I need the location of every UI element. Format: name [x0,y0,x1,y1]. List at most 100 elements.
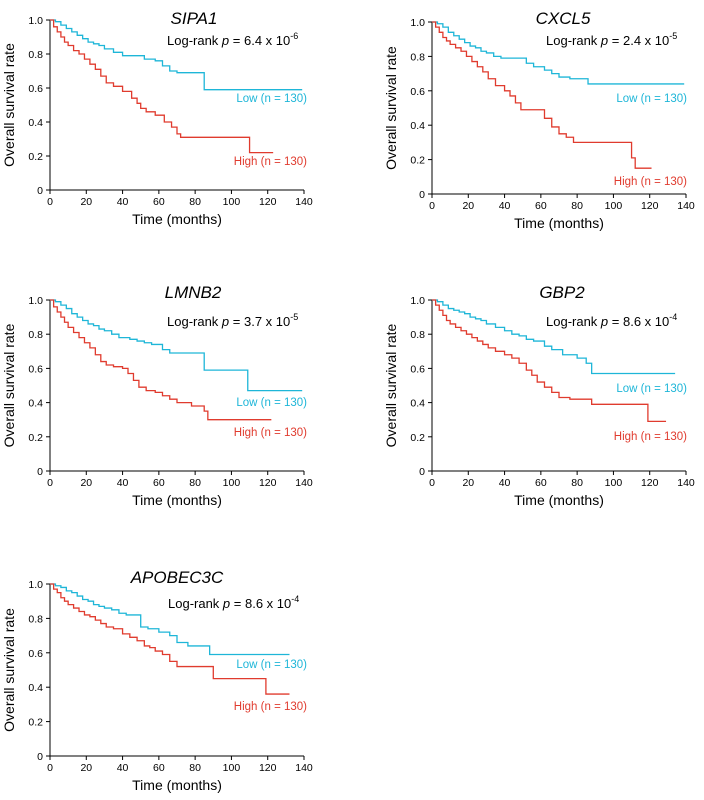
logrank-exponent: -5 [669,31,677,41]
x-axis-label: Time (months) [514,492,604,508]
x-tick-label: 80 [189,196,201,208]
x-tick-label: 120 [259,762,277,774]
x-tick-label: 40 [117,477,129,489]
x-tick-label: 0 [429,200,435,212]
x-tick-label: 140 [677,477,695,489]
legend-low: Low (n = 130) [236,93,307,105]
x-tick-label: 120 [641,477,659,489]
y-tick-label: 1.0 [410,17,425,29]
y-axis-label: Overall survival rate [1,323,17,447]
x-tick-label: 40 [499,477,511,489]
x-tick-label: 40 [499,200,511,212]
legend-low: Low (n = 130) [616,383,687,395]
legend-high: High (n = 130) [234,701,307,713]
x-tick-label: 140 [295,762,313,774]
high-expression-curve [50,19,274,154]
x-tick-label: 0 [47,477,53,489]
y-tick-label: 0.8 [28,49,43,61]
logrank-value: = 2.4 x 10 [608,33,669,48]
x-tick-label: 120 [259,196,277,208]
x-tick-label: 60 [535,477,547,489]
x-tick-label: 60 [153,762,165,774]
x-axis-label: Time (months) [132,492,222,508]
logrank-value: = 6.4 x 10 [229,33,290,48]
logrank-prefix: Log-rank [546,314,601,329]
x-tick-label: 0 [47,196,53,208]
x-tick-label: 40 [117,762,129,774]
logrank-exponent: -6 [290,31,298,41]
y-tick-label: 0.4 [28,117,43,129]
logrank-annotation: Log-rank p = 3.7 x 10-5 [167,312,298,329]
y-axis-label: Overall survival rate [1,43,17,167]
legend-high: High (n = 130) [234,156,307,168]
survival-panel-5: 0 20 40 60 80 100 120 140 0 0.2 0.4 0.6 0.8 1.0 Time (… [1,568,313,793]
y-axis-label: Overall survival rate [383,46,399,170]
y-axis-label: Overall survival rate [1,608,17,732]
x-tick-label: 100 [223,477,241,489]
x-tick-label: 0 [47,762,53,774]
x-tick-label: 120 [641,200,659,212]
y-tick-label: 1.0 [28,15,43,27]
x-tick-label: 80 [571,477,583,489]
chart-title: CXCL5 [536,9,591,28]
y-tick-label: 0 [37,466,43,478]
chart-title: APOBEC3C [130,568,224,587]
legend-high: High (n = 130) [614,431,687,443]
x-tick-label: 100 [605,477,623,489]
y-tick-label: 0.6 [410,363,425,375]
logrank-prefix: Log-rank [167,33,222,48]
survival-panel-2: 0 20 40 60 80 100 120 140 0 0.2 0.4 0.6 0.8 1.0 Time (… [383,9,695,231]
x-tick-label: 20 [80,196,92,208]
legend-low: Low (n = 130) [236,659,307,671]
x-tick-label: 100 [223,762,241,774]
legend-low: Low (n = 130) [236,397,307,409]
high-expression-curve [432,299,667,423]
logrank-annotation: Log-rank p = 8.6 x 10-4 [546,312,677,329]
y-tick-label: 1.0 [28,295,43,307]
logrank-prefix: Log-rank [167,314,222,329]
x-axis-label: Time (months) [514,215,604,231]
logrank-value: = 3.7 x 10 [229,314,290,329]
y-tick-label: 0.2 [28,151,43,163]
chart-title: SIPA1 [171,9,218,28]
logrank-annotation: Log-rank p = 6.4 x 10-6 [167,31,298,48]
y-tick-label: 0.8 [28,329,43,341]
x-tick-label: 0 [429,477,435,489]
chart-title: GBP2 [539,283,585,302]
x-tick-label: 80 [189,762,201,774]
x-tick-label: 140 [295,196,313,208]
survival-panel-1: 0 20 40 60 80 100 120 140 0 0.2 0.4 0.6 0.8 1.0 Time (… [1,9,313,227]
legend-high: High (n = 130) [234,427,307,439]
y-tick-label: 0.4 [28,398,43,410]
x-tick-label: 100 [605,200,623,212]
x-tick-label: 140 [677,200,695,212]
y-tick-label: 0.4 [410,398,425,410]
x-tick-label: 60 [153,196,165,208]
low-expression-curve [432,21,685,85]
y-tick-label: 1.0 [410,295,425,307]
x-axis-label: Time (months) [132,777,222,793]
y-tick-label: 0.6 [410,86,425,98]
logrank-value: = 8.6 x 10 [608,314,669,329]
survival-panel-4: 0 20 40 60 80 100 120 140 0 0.2 0.4 0.6 0.8 1.0 Time (… [383,283,695,508]
x-tick-label: 60 [153,477,165,489]
y-tick-label: 0.2 [410,155,425,167]
y-tick-label: 0.4 [410,120,425,132]
x-tick-label: 40 [117,196,129,208]
x-tick-label: 20 [462,200,474,212]
logrank-prefix: Log-rank [546,33,601,48]
y-tick-label: 0.8 [410,51,425,63]
x-tick-label: 20 [462,477,474,489]
logrank-exponent: -4 [291,594,299,604]
y-tick-label: 0 [419,466,425,478]
high-expression-curve [432,21,652,169]
logrank-p: p [600,33,608,48]
y-tick-label: 0.2 [28,717,43,729]
x-tick-label: 60 [535,200,547,212]
y-tick-label: 0.6 [28,83,43,95]
y-axis-label: Overall survival rate [383,323,399,447]
y-tick-label: 0.8 [28,613,43,625]
high-expression-curve [50,299,272,421]
logrank-prefix: Log-rank [168,596,223,611]
y-tick-label: 0 [37,185,43,197]
